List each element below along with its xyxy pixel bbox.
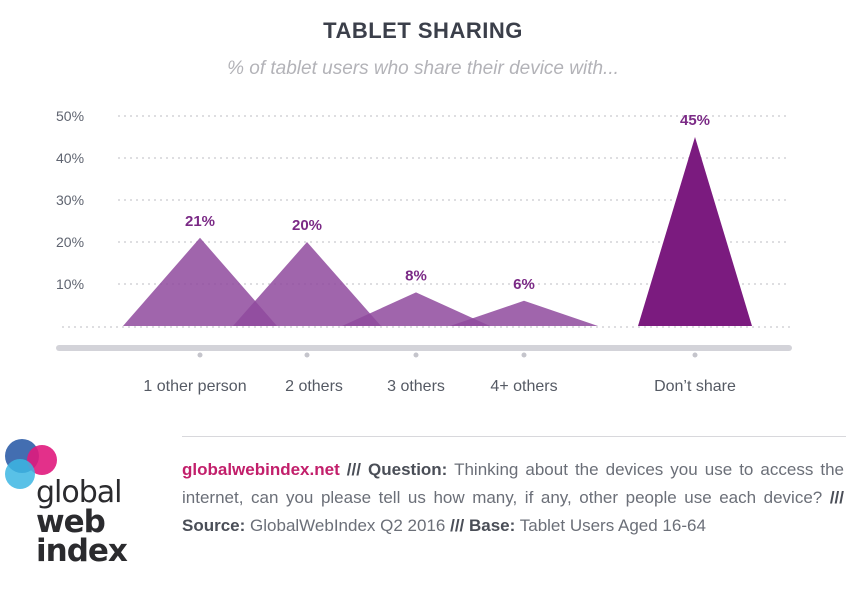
separator: /// xyxy=(829,488,844,507)
chart-title: TABLET SHARING xyxy=(323,18,523,43)
data-label: 45% xyxy=(680,112,710,129)
separator: /// xyxy=(346,460,361,479)
y-tick-label: 30% xyxy=(56,192,84,208)
x-tick xyxy=(413,352,419,358)
question-label: Question: xyxy=(368,460,448,479)
x-category-label: 3 others xyxy=(387,378,445,395)
logo-text-web: web xyxy=(36,504,106,540)
x-category-label: Don’t share xyxy=(654,378,736,395)
x-tick xyxy=(197,352,203,358)
x-tick xyxy=(521,352,527,358)
data-label: 6% xyxy=(513,276,535,293)
data-triangle xyxy=(123,237,277,326)
globalwebindex-logo: global web index xyxy=(0,430,170,580)
x-axis xyxy=(56,345,792,351)
logo-text-index: index xyxy=(36,533,128,569)
y-tick-label: 50% xyxy=(56,108,84,124)
data-label: 21% xyxy=(185,213,215,230)
data-triangle xyxy=(342,292,490,326)
source-note: globalwebindex.net /// Question: Thinkin… xyxy=(182,456,844,540)
x-tick xyxy=(304,352,310,358)
source-text: GlobalWebIndex Q2 2016 xyxy=(250,516,446,535)
x-category-label: 4+ others xyxy=(490,378,557,395)
separator: /// xyxy=(450,516,465,535)
data-triangle xyxy=(450,300,598,326)
source-label: Source: xyxy=(182,516,246,535)
x-category-label: 1 other person xyxy=(143,378,246,395)
y-tick-label: 20% xyxy=(56,234,84,250)
y-tick-label: 10% xyxy=(56,276,84,292)
footer-divider xyxy=(182,436,846,437)
base-text: Tablet Users Aged 16-64 xyxy=(519,516,706,535)
chart: 50% 40% 30% 20% 10% 21% 20% 8% 6% 45% 1 other pers… xyxy=(56,108,792,395)
y-tick-label: 40% xyxy=(56,150,84,166)
question-text: Thinking about the devices you use to ac… xyxy=(182,460,844,507)
data-label: 8% xyxy=(405,267,427,284)
x-category-label: 2 others xyxy=(285,378,343,395)
base-label: Base: xyxy=(469,516,516,535)
logo-text-global: global xyxy=(36,475,122,510)
x-tick xyxy=(692,352,698,358)
data-triangle xyxy=(233,242,381,326)
data-triangle xyxy=(638,137,752,326)
chart-subtitle: % of tablet users who share their device… xyxy=(227,58,619,79)
source-site-link[interactable]: globalwebindex.net xyxy=(182,460,340,479)
logo-circles-icon xyxy=(5,439,57,489)
data-label: 20% xyxy=(292,217,322,234)
